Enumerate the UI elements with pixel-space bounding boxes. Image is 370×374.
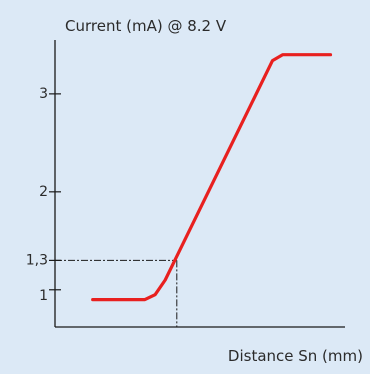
series-line [91, 53, 333, 302]
series-layer [91, 53, 333, 302]
y-tick-label: 1,3 [26, 252, 48, 268]
y-ticks: 1 1,3 2 3 [26, 86, 61, 304]
y-tick-label: 3 [39, 86, 48, 102]
x-axis-label: Distance Sn (mm) [228, 347, 363, 365]
chart-title: Current (mA) @ 8.2 V [65, 17, 227, 35]
y-tick-label: 1 [39, 288, 48, 304]
y-tick-label: 2 [39, 184, 48, 200]
reference-lines [55, 259, 178, 327]
